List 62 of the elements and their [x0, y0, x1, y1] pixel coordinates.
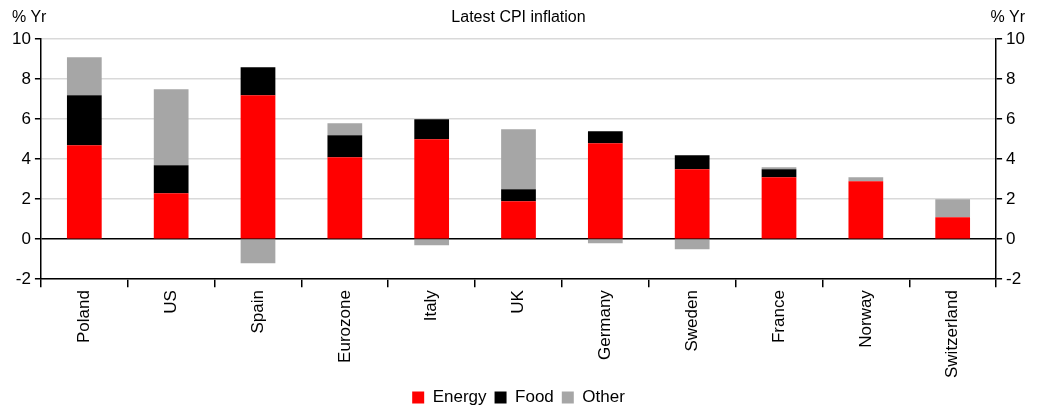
bar — [153, 165, 189, 194]
y2-tick-label: 0 — [1006, 228, 1016, 248]
bar — [66, 95, 102, 146]
bar — [327, 157, 363, 239]
bar — [414, 119, 450, 140]
x-tick-label: France — [768, 290, 788, 344]
bar — [761, 177, 797, 239]
bar — [848, 181, 884, 239]
y2-tick-label: 4 — [1006, 148, 1016, 168]
y-tick-label: 2 — [21, 188, 31, 208]
bar — [501, 129, 536, 190]
chart-title: Latest CPI inflation — [451, 8, 586, 26]
bar — [501, 189, 536, 202]
x-tick-label: Spain — [247, 290, 267, 334]
legend-label: Energy — [432, 387, 488, 407]
y-tick-label: 10 — [11, 28, 31, 48]
bar — [848, 177, 884, 182]
legend-label: Food — [515, 387, 554, 407]
y-tick-label: 8 — [21, 68, 31, 88]
x-tick-label: Switzerland — [942, 290, 962, 378]
bar — [414, 239, 450, 246]
x-tick-label: Norway — [855, 289, 875, 348]
y-tick-label: 4 — [21, 148, 31, 168]
bar — [240, 95, 276, 239]
y-tick-label: 0 — [21, 228, 31, 248]
x-tick-label: UK — [508, 289, 528, 314]
x-tick-label: Sweden — [681, 290, 701, 352]
bar — [66, 57, 102, 96]
bar — [587, 131, 623, 144]
bar — [674, 155, 710, 170]
bar — [153, 193, 189, 239]
x-tick-label: Poland — [74, 290, 94, 344]
bar — [761, 169, 797, 178]
bar — [501, 201, 536, 239]
y2-tick-label: 6 — [1006, 108, 1016, 128]
y-tick-label: 6 — [21, 108, 31, 128]
y-axis-title: % Yr — [12, 8, 48, 26]
bar — [66, 145, 102, 239]
bar — [327, 135, 363, 158]
x-tick-label: US — [160, 290, 180, 314]
y-tick-label: -2 — [15, 268, 31, 288]
y2-tick-label: 10 — [1006, 28, 1026, 48]
x-tick-label: Germany — [595, 289, 615, 361]
legend-label: Other — [582, 387, 626, 407]
y2-tick-label: -2 — [1006, 268, 1022, 288]
bar — [153, 89, 189, 166]
bar — [587, 143, 623, 239]
bar — [674, 239, 710, 250]
x-tick-label: Eurozone — [334, 290, 354, 363]
y2-tick-label: 8 — [1006, 68, 1016, 88]
y2-axis-title: % Yr — [990, 8, 1026, 26]
bar — [935, 199, 971, 218]
bar — [674, 169, 710, 239]
bar — [587, 239, 623, 244]
bar — [327, 123, 363, 136]
bar — [761, 167, 797, 170]
y2-tick-label: 2 — [1006, 188, 1016, 208]
bar — [935, 217, 971, 239]
x-tick-label: Italy — [421, 289, 441, 322]
bar — [240, 239, 276, 264]
bar — [414, 139, 450, 239]
bar — [240, 67, 276, 96]
